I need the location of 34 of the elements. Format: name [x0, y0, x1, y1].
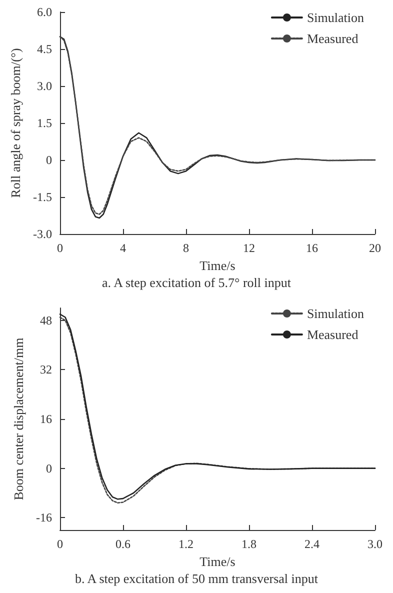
x-tick-label: 3.0 — [368, 537, 382, 551]
x-tick-label: 8 — [183, 241, 189, 255]
y-tick-label: 16 — [40, 412, 52, 426]
x-tick-label: 12 — [243, 241, 255, 255]
legend-label: Simulation — [306, 10, 364, 25]
y-tick-label: 48 — [40, 313, 52, 328]
x-tick-label: 0.6 — [116, 537, 130, 551]
y-tick-label: 0 — [46, 153, 52, 167]
y-tick-label: 0 — [46, 461, 52, 476]
y-axis-title: Boom center displacement/mm — [11, 338, 26, 500]
legend-label: Simulation — [306, 306, 364, 321]
x-axis-title: Time/s — [200, 554, 236, 569]
legend-label: Measured — [306, 327, 359, 342]
y-tick-label: -3.0 — [33, 227, 52, 241]
x-tick-label: 0 — [57, 241, 63, 255]
y-tick-label: 4.5 — [37, 42, 52, 56]
x-axis-title: Time/s — [200, 258, 236, 273]
x-tick-label: 2.4 — [304, 537, 320, 551]
x-tick-label: 16 — [306, 241, 318, 255]
y-axis-title: Roll angle of spray boom/(°) — [8, 48, 24, 198]
y-tick-label: -16 — [36, 510, 52, 525]
x-tick-label: 1.2 — [178, 537, 194, 551]
x-tick-label: 4 — [120, 241, 126, 255]
y-tick-label: 1.5 — [37, 116, 52, 130]
y-tick-label: 6.0 — [37, 5, 52, 19]
text: a. A step excitation of 5.7° roll input — [102, 275, 292, 290]
y-tick-label: 3.0 — [37, 79, 52, 93]
x-tick-label: 0 — [57, 537, 63, 551]
legend-label: Measured — [306, 31, 359, 46]
x-tick-label: 1.8 — [242, 537, 256, 551]
y-tick-label: 32 — [40, 362, 52, 377]
y-tick-label: -1.5 — [33, 190, 52, 204]
text: b. A step excitation of 50 mm transversal input — [75, 571, 318, 586]
x-tick-label: 20 — [369, 241, 381, 255]
